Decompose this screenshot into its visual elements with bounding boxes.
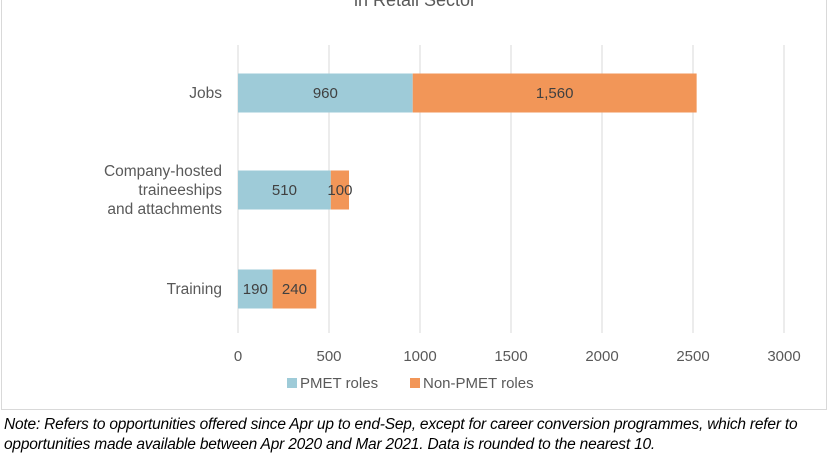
legend-swatch: [287, 378, 297, 388]
data-label: 960: [313, 85, 338, 102]
bar-segment: [330, 170, 350, 210]
data-label: 100: [327, 182, 352, 199]
data-label: 1,560: [536, 85, 574, 102]
legend-label: Non-PMET roles: [423, 375, 534, 392]
bar-segment: [238, 73, 413, 113]
x-tick-label: 1500: [494, 348, 527, 365]
legend-swatch: [410, 378, 420, 388]
data-label: 240: [282, 281, 307, 298]
data-label: 190: [243, 281, 268, 298]
category-label: Company-hosted: [104, 163, 222, 180]
x-tick-label: 2000: [585, 348, 618, 365]
legend-label: PMET roles: [300, 375, 378, 392]
bar-chart: 0 500 1000 1500 2000 2500 3000 Jobs 960 1,560 Comp…: [104, 45, 801, 392]
category-label: traineeships: [138, 182, 222, 199]
category-label: Jobs: [189, 85, 222, 102]
category-label: Training: [167, 281, 222, 298]
x-tick-label: 2500: [676, 348, 709, 365]
x-tick-label: 500: [316, 348, 341, 365]
data-label: 510: [272, 182, 297, 199]
x-tick-label: 0: [234, 348, 242, 365]
bar-segment: [412, 73, 697, 113]
x-tick-label: 1000: [403, 348, 436, 365]
category-label: and attachments: [107, 201, 222, 218]
chart-note: Note: Refers to opportunities offered si…: [4, 416, 798, 453]
bar-segment: [238, 269, 273, 309]
bar-segment: [238, 170, 331, 210]
chart-title: in Retail Sector: [353, 0, 477, 10]
chart-frame: [1, 0, 827, 410]
bar-segment: [272, 269, 317, 309]
x-tick-label: 3000: [767, 348, 800, 365]
